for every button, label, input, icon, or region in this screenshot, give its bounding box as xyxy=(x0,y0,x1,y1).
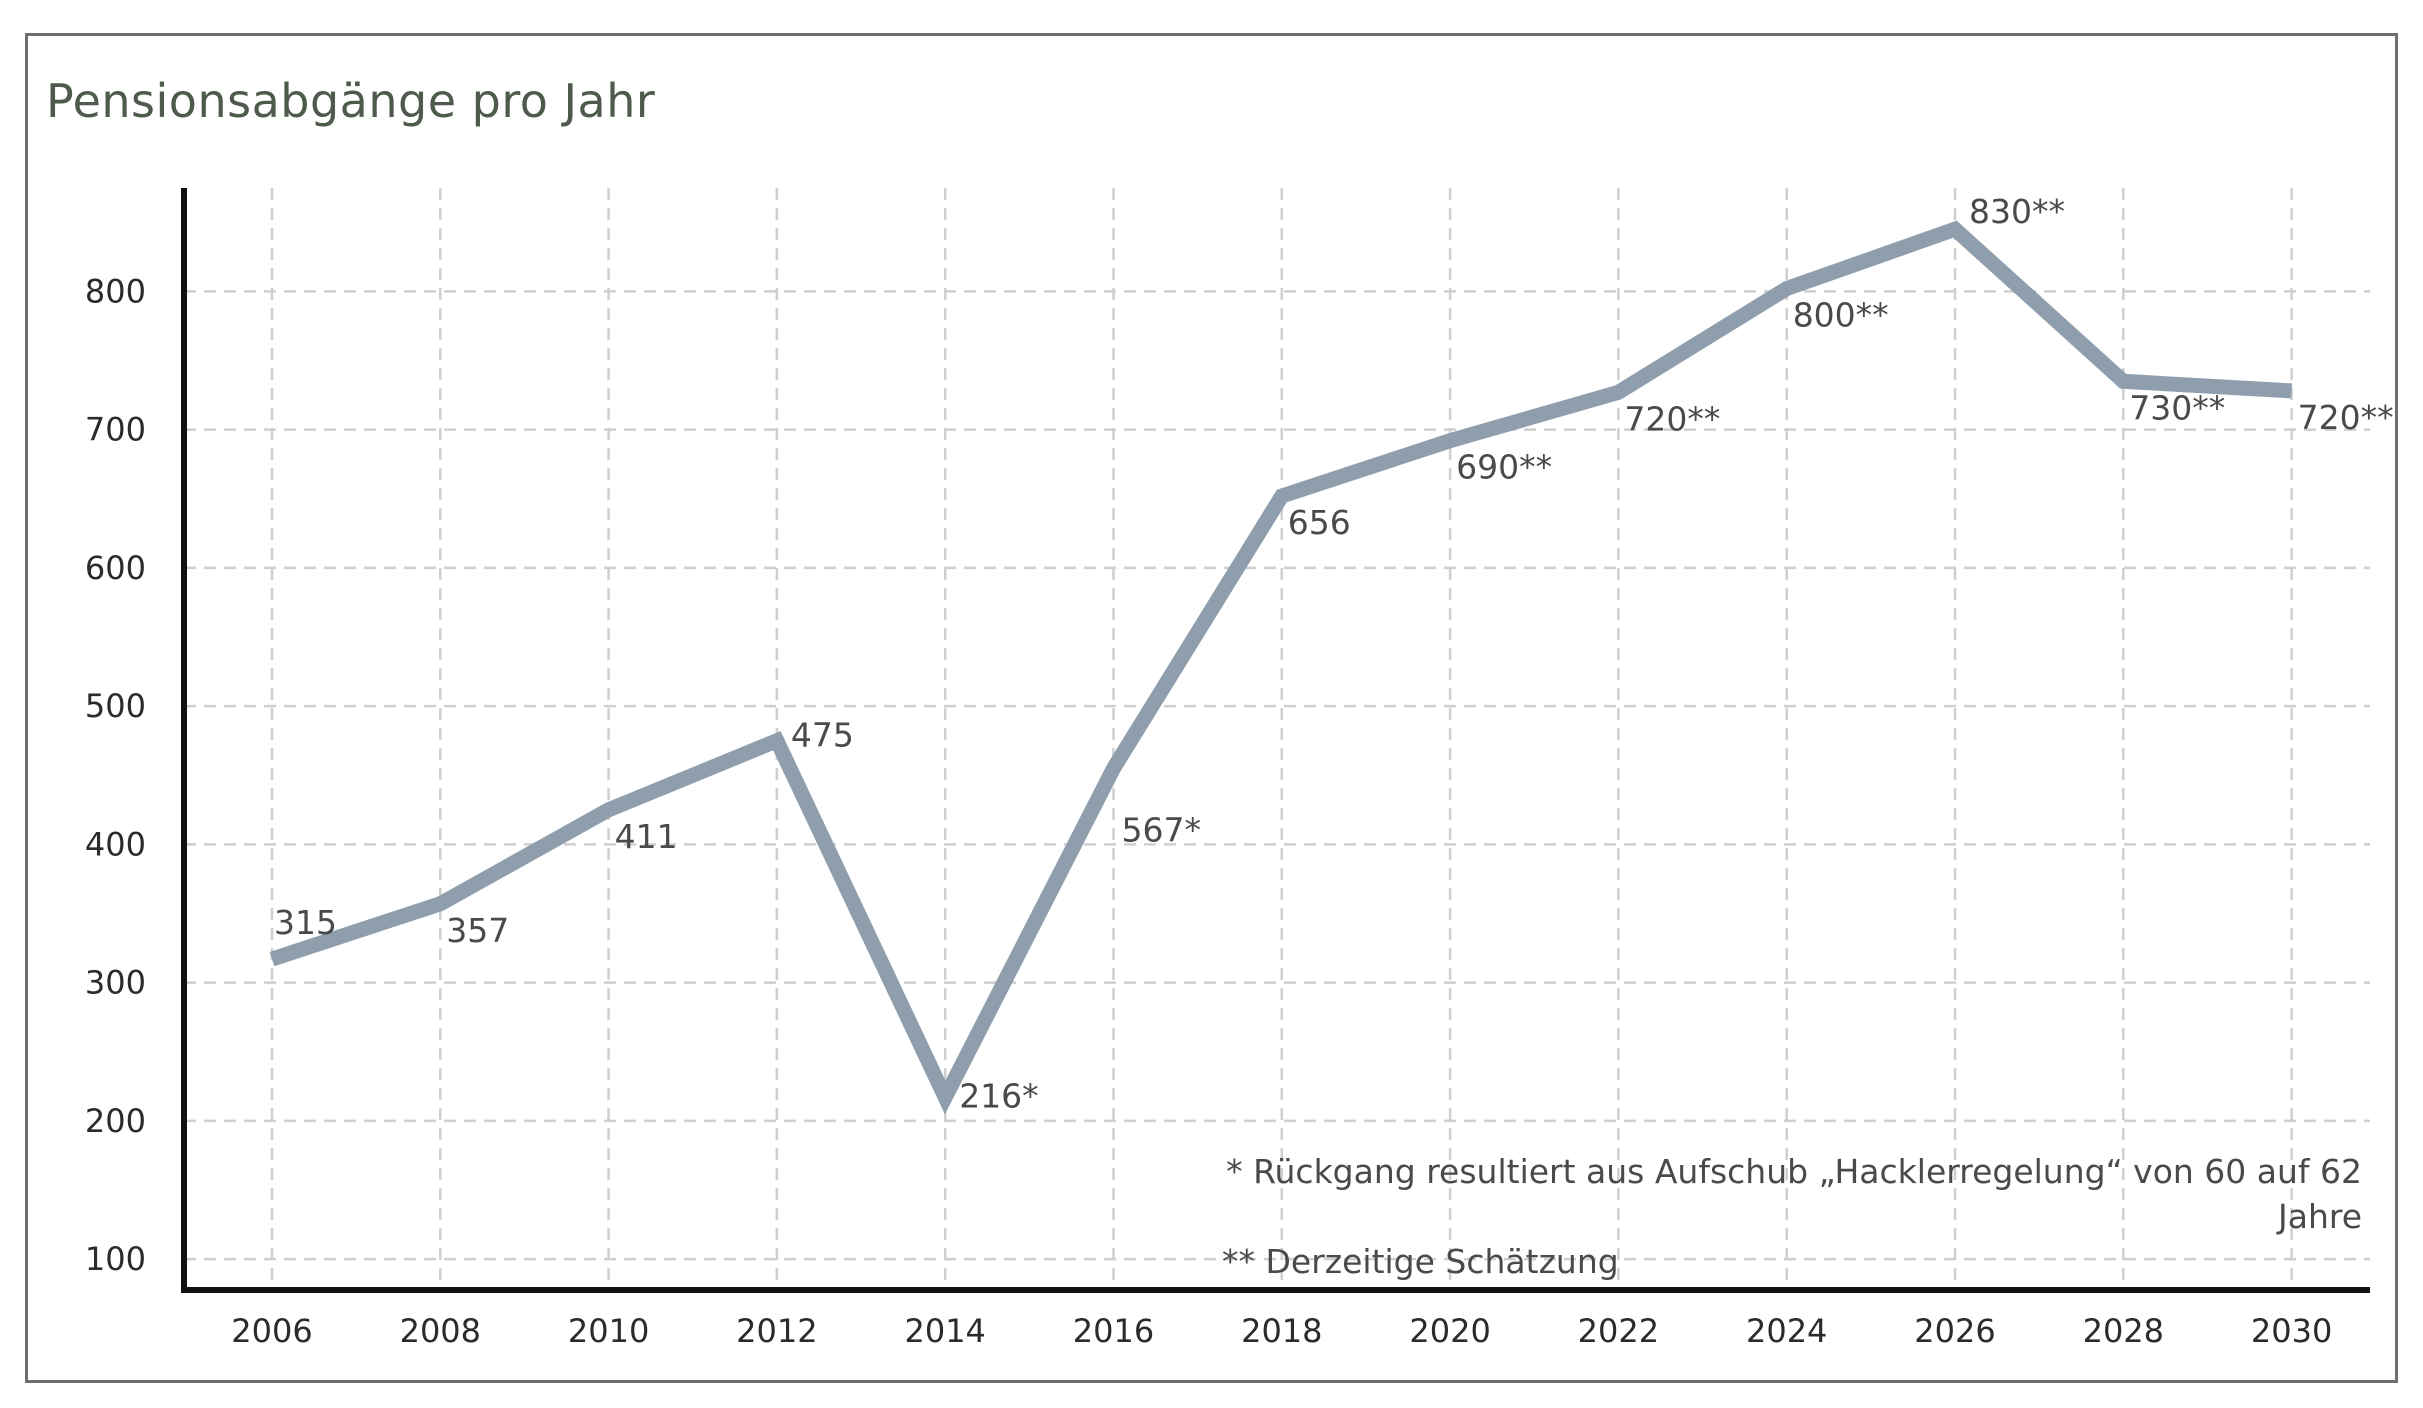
x-tick-label: 2008 xyxy=(400,1312,481,1350)
y-tick-label: 200 xyxy=(85,1102,146,1140)
footnotes: * Rückgang resultiert aus Aufschub „Hack… xyxy=(1222,1152,2362,1281)
x-tick-label: 2024 xyxy=(1746,1312,1827,1350)
data-label: 315 xyxy=(274,903,337,942)
x-tick-label: 2022 xyxy=(1578,1312,1659,1350)
y-tick-label: 300 xyxy=(85,964,146,1002)
footnote-single-star-continued: Jahre xyxy=(2276,1197,2362,1236)
x-tick-label: 2006 xyxy=(231,1312,312,1350)
data-label: 690** xyxy=(1456,448,1552,487)
x-tick-label: 2030 xyxy=(2251,1312,2332,1350)
data-label: 656 xyxy=(1288,503,1351,542)
footnote-single-star: * Rückgang resultiert aus Aufschub „Hack… xyxy=(1226,1152,2362,1191)
data-label: 730** xyxy=(2129,388,2225,427)
x-tick-label: 2018 xyxy=(1241,1312,1322,1350)
y-axis-ticks: 100 200 300 400 500 600 700 800 xyxy=(85,272,146,1278)
x-tick-label: 2014 xyxy=(904,1312,985,1350)
data-labels: 315 357 411 475 216* 567* 656 690** 720** 800** 83… xyxy=(274,192,2394,1115)
data-label: 411 xyxy=(615,817,678,856)
series-group xyxy=(269,220,2293,1115)
data-label: 800** xyxy=(1793,296,1889,335)
axes xyxy=(181,188,2370,1293)
y-tick-label: 800 xyxy=(85,272,146,310)
chart-frame xyxy=(25,33,2398,1383)
data-label: 567* xyxy=(1122,810,1202,849)
data-label: 216* xyxy=(959,1076,1038,1115)
x-axis-ticks: 2006 2008 2010 2012 2014 2016 2018 2020 2022 2024… xyxy=(231,1312,2332,1350)
y-tick-label: 400 xyxy=(85,825,146,863)
x-tick-label: 2010 xyxy=(568,1312,649,1350)
data-label: 830** xyxy=(1969,192,2065,231)
data-label: 475 xyxy=(791,716,854,755)
chart-title: Pensionsabgänge pro Jahr xyxy=(46,74,656,128)
data-label: 720** xyxy=(1624,399,1720,438)
y-tick-label: 100 xyxy=(85,1240,146,1278)
x-tick-label: 2016 xyxy=(1073,1312,1154,1350)
series-line xyxy=(269,220,2293,1115)
x-tick-label: 2020 xyxy=(1409,1312,1490,1350)
footnote-double-star: ** Derzeitige Schätzung xyxy=(1222,1242,1619,1281)
x-tick-label: 2026 xyxy=(1914,1312,1995,1350)
x-tick-label: 2028 xyxy=(2083,1312,2164,1350)
y-tick-label: 500 xyxy=(85,687,146,725)
grid xyxy=(184,188,2370,1290)
x-tick-label: 2012 xyxy=(736,1312,817,1350)
y-tick-label: 600 xyxy=(85,549,146,587)
data-label: 720** xyxy=(2298,398,2394,437)
data-label: 357 xyxy=(446,911,509,950)
y-tick-label: 700 xyxy=(85,411,146,449)
